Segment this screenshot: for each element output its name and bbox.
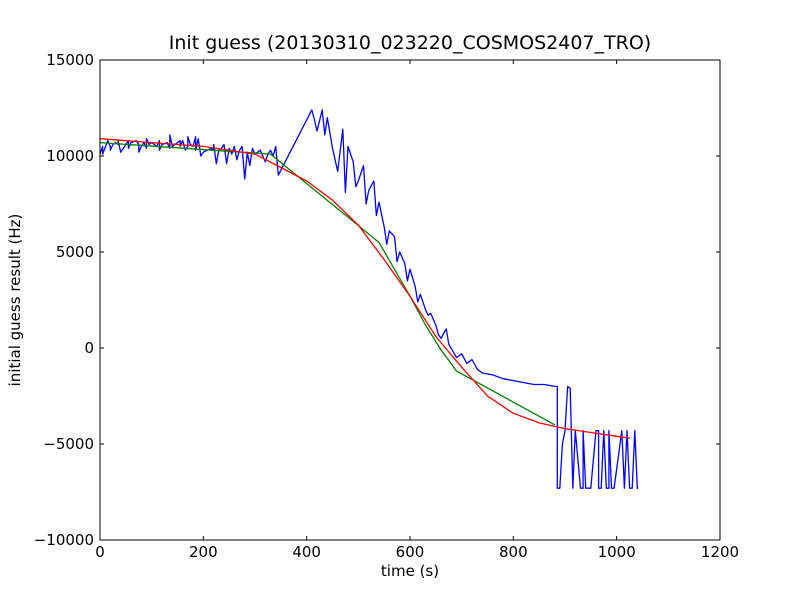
y-tick-label: −5000: [43, 435, 94, 453]
y-axis: −10000 −5000 0 5000 10000 15000: [34, 51, 720, 549]
y-axis-label: initial guess result (Hz): [6, 214, 24, 387]
x-tick-label: 400: [292, 543, 321, 561]
x-tick-label: 0: [95, 543, 105, 561]
y-tick-label: 15000: [46, 51, 94, 69]
series-line-2: [100, 141, 556, 426]
x-tick-label: 800: [499, 543, 528, 561]
x-tick-label: 1000: [598, 543, 636, 561]
y-tick-label: 10000: [46, 147, 94, 165]
x-tick-label: 1200: [701, 543, 739, 561]
x-tick-label: 600: [396, 543, 425, 561]
series-line-3: [100, 138, 630, 439]
series-layer: [100, 109, 639, 489]
x-tick-label: 200: [189, 543, 218, 561]
y-tick-label: −10000: [34, 531, 94, 549]
chart-title: Init guess (20130310_023220_COSMOS2407_T…: [169, 32, 651, 54]
y-tick-label: 0: [84, 339, 94, 357]
series-line-1: [100, 109, 639, 489]
plot-area: [99, 59, 721, 541]
plot-frame: [99, 59, 721, 541]
x-axis-label: time (s): [381, 562, 439, 580]
y-tick-label: 5000: [56, 243, 94, 261]
x-axis: 0 200 400 600 800 1000 1200: [95, 60, 739, 561]
